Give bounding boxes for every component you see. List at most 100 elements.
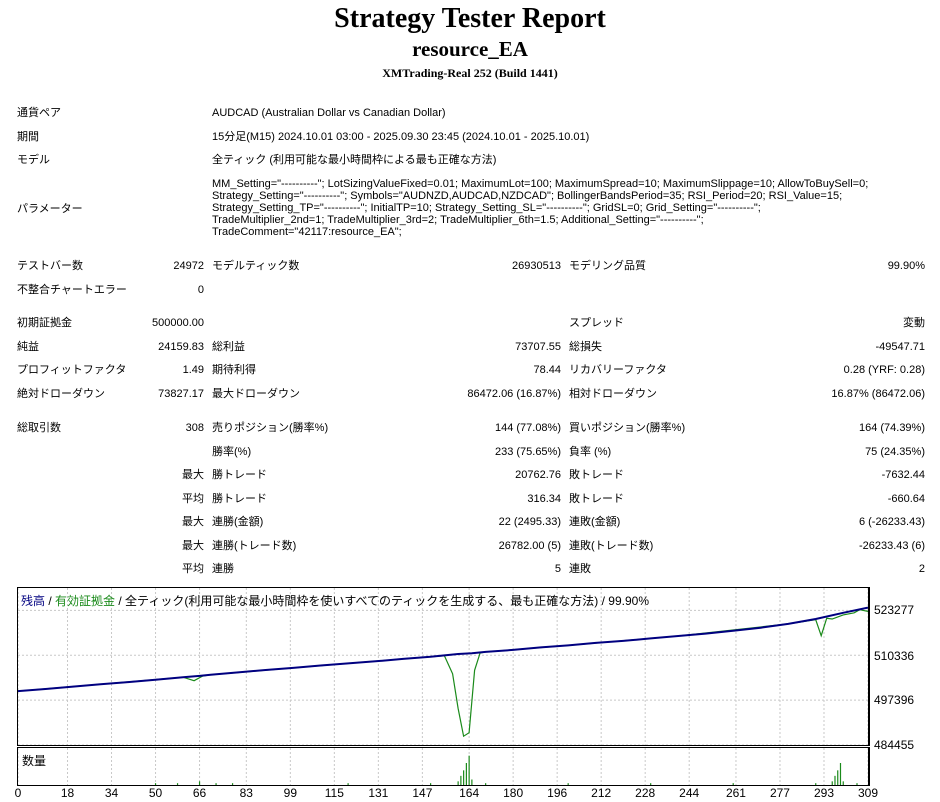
consecutive-wins-amount-label: 連勝(金額) bbox=[212, 516, 264, 528]
consecutive-losses-count-value: -26233.43 (6) bbox=[858, 540, 925, 552]
largest-win-label: 勝トレード bbox=[212, 469, 267, 481]
ticks-value: 26930513 bbox=[512, 260, 561, 272]
absolute-drawdown-label: 絶対ドローダウン bbox=[17, 388, 105, 400]
x-axis-label: 228 bbox=[635, 786, 656, 800]
expected-payoff-label: 期待利得 bbox=[212, 364, 256, 376]
legend-equity: 有効証拠金 bbox=[55, 594, 116, 608]
period-value: 15分足(M15) 2024.10.01 03:00 - 2025.09.30 … bbox=[212, 131, 590, 143]
average-loss-value: -660.64 bbox=[887, 493, 925, 505]
x-axis-label: 212 bbox=[591, 786, 612, 800]
ea-name: resource_EA bbox=[412, 37, 528, 61]
gross-profit-label: 総利益 bbox=[212, 341, 245, 353]
recovery-factor-value: 0.28 (YRF: 0.28) bbox=[843, 364, 925, 376]
average-win-value: 316.34 bbox=[527, 493, 561, 505]
volume-chart: 数量 bbox=[17, 747, 870, 786]
largest-loss-value: -7632.44 bbox=[881, 469, 925, 481]
x-axis-label: 131 bbox=[368, 786, 389, 800]
average-label: 平均 bbox=[182, 493, 204, 505]
ticks-label: モデルティック数 bbox=[212, 260, 300, 272]
deposit-label: 初期証拠金 bbox=[17, 317, 72, 329]
equity-line bbox=[18, 609, 868, 738]
consecutive-wins-count-label: 連勝(トレード数) bbox=[212, 540, 297, 552]
total-trades-value: 308 bbox=[185, 422, 204, 434]
largest-label: 最大 bbox=[182, 469, 204, 481]
x-axis-label: 293 bbox=[813, 786, 834, 800]
x-axis-label: 0 bbox=[14, 786, 22, 800]
params-label: パラメーター bbox=[17, 203, 83, 215]
x-axis-label: 83 bbox=[239, 786, 253, 800]
legend-separator: / bbox=[45, 594, 56, 608]
recovery-factor-label: リカバリーファクタ bbox=[569, 364, 667, 376]
bars-value: 24972 bbox=[173, 260, 204, 272]
quality-label: モデリング品質 bbox=[569, 260, 646, 272]
x-axis-label: 34 bbox=[104, 786, 119, 800]
consecutive-losses-count-label: 連敗(トレード数) bbox=[569, 540, 654, 552]
spread-label: スプレッド bbox=[569, 317, 624, 329]
largest-win-value: 20762.76 bbox=[515, 469, 561, 481]
balance-chart-svg bbox=[18, 588, 868, 745]
x-axis-label: 164 bbox=[459, 786, 480, 800]
relative-drawdown-value: 16.87% (86472.06) bbox=[831, 388, 925, 400]
largest-loss-label: 敗トレード bbox=[569, 469, 624, 481]
win-rate-label: 勝率(%) bbox=[212, 446, 252, 458]
average-consecutive-label: 平均 bbox=[182, 563, 204, 575]
x-axis-label: 244 bbox=[679, 786, 700, 800]
params-value: MM_Setting="----------"; LotSizingValueF… bbox=[212, 178, 869, 238]
gross-loss-value: -49547.71 bbox=[875, 341, 925, 353]
loss-rate-value: 75 (24.35%) bbox=[865, 446, 925, 458]
y-axis-label: 484455 bbox=[874, 738, 915, 752]
chart-legend: 残高 / 有効証拠金 / 全ティック(利用可能な最小時間枠を使いすべてのティック… bbox=[21, 592, 649, 609]
model-value: 全ティック (利用可能な最小時間枠による最も正確な方法) bbox=[212, 154, 497, 166]
legend-balance: 残高 bbox=[21, 594, 46, 608]
short-positions-value: 144 (77.08%) bbox=[494, 422, 561, 434]
max-consecutive-count-label: 最大 bbox=[182, 540, 204, 552]
model-label: モデル bbox=[17, 154, 50, 166]
x-axis-label: 309 bbox=[857, 786, 879, 800]
absolute-drawdown-value: 73827.17 bbox=[158, 388, 204, 400]
average-win-label: 勝トレード bbox=[212, 493, 267, 505]
server-build: XMTrading-Real 252 (Build 1441) bbox=[382, 66, 558, 80]
bars-label: テストバー数 bbox=[17, 260, 83, 272]
x-axis-label: 196 bbox=[547, 786, 568, 800]
average-consecutive-losses-label: 連敗 bbox=[569, 563, 591, 575]
average-loss-label: 敗トレード bbox=[569, 493, 624, 505]
net-profit-label: 純益 bbox=[17, 341, 39, 353]
spread-value: 変動 bbox=[903, 317, 925, 329]
x-axis-label: 277 bbox=[769, 786, 790, 800]
win-rate-value: 233 (75.65%) bbox=[494, 446, 561, 458]
total-trades-label: 総取引数 bbox=[17, 422, 61, 434]
y-axis-label: 510336 bbox=[874, 649, 915, 663]
x-axis-label: 180 bbox=[503, 786, 524, 800]
volume-label: 数量 bbox=[22, 754, 47, 768]
max-consecutive-amount-label: 最大 bbox=[182, 516, 204, 528]
long-positions-value: 164 (74.39%) bbox=[858, 422, 925, 434]
expected-payoff-value: 78.44 bbox=[533, 364, 561, 376]
loss-rate-label: 負率 (%) bbox=[569, 446, 612, 458]
quality-value: 99.90% bbox=[887, 260, 925, 272]
gross-loss-label: 総損失 bbox=[569, 341, 602, 353]
y-axis-label: 523277 bbox=[874, 603, 915, 617]
long-positions-label: 買いポジション(勝率%) bbox=[569, 422, 686, 434]
x-axis-label: 261 bbox=[725, 786, 746, 800]
volume-chart-svg bbox=[18, 748, 868, 785]
x-axis-label: 147 bbox=[412, 786, 433, 800]
average-consecutive-losses-value: 2 bbox=[918, 563, 925, 575]
short-positions-label: 売りポジション(勝率%) bbox=[212, 422, 329, 434]
symbol-label: 通貨ペア bbox=[17, 107, 61, 119]
x-axis-label: 18 bbox=[60, 786, 75, 800]
period-label: 期間 bbox=[17, 131, 39, 143]
mismatch-value: 0 bbox=[197, 284, 204, 296]
profit-factor-value: 1.49 bbox=[182, 364, 204, 376]
consecutive-losses-amount-label: 連敗(金額) bbox=[569, 516, 621, 528]
net-profit-value: 24159.83 bbox=[158, 341, 204, 353]
x-axis-label: 99 bbox=[283, 786, 298, 800]
consecutive-wins-amount-value: 22 (2495.33) bbox=[498, 516, 561, 528]
gross-profit-value: 73707.55 bbox=[515, 341, 561, 353]
x-axis-label: 50 bbox=[148, 786, 163, 800]
y-axis-label: 497396 bbox=[874, 693, 915, 707]
legend-model-text: / 全ティック(利用可能な最小時間枠を使いすべてのティックを生成する、最も正確な… bbox=[115, 594, 649, 608]
mismatch-label: 不整合チャートエラー bbox=[17, 284, 127, 296]
balance-chart: 残高 / 有効証拠金 / 全ティック(利用可能な最小時間枠を使いすべてのティック… bbox=[17, 587, 870, 746]
symbol-value: AUDCAD (Australian Dollar vs Canadian Do… bbox=[212, 107, 446, 119]
profit-factor-label: プロフィットファクタ bbox=[17, 364, 127, 376]
